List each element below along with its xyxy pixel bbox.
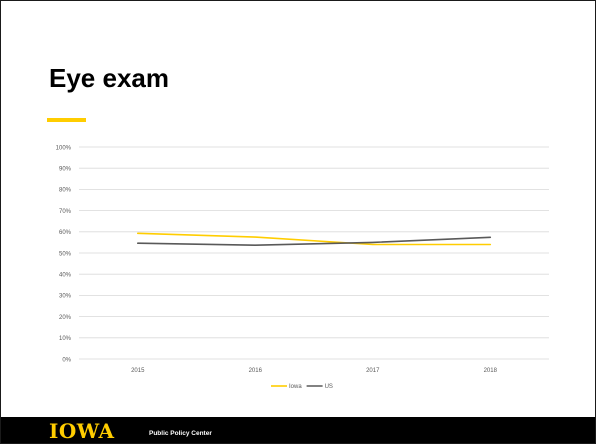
legend: Iowa US [271,384,333,390]
y-tick-label: 50% [59,251,72,257]
y-axis-tick-labels: 0% 10% 20% 30% 40% 50% 60% 70% 80% 90% 100% [56,145,72,363]
x-tick-label: 2017 [366,368,380,374]
series-line-us [137,236,492,246]
y-tick-label: 20% [59,315,72,321]
series-line-iowa [137,232,492,246]
gridlines [79,146,549,360]
title-accent-rule [47,118,86,122]
footer-bar: IOWA Public Policy Center [1,417,595,443]
y-tick-label: 0% [62,357,71,363]
line-chart: 0%10%20%30%40%50%60%70%80%90%100% 2015 20… [56,145,549,390]
y-tick-label: 90% [59,167,72,173]
x-tick-label: 2015 [131,368,145,374]
iowa-logo: IOWA [49,419,115,443]
x-tick-label: 2016 [249,368,263,374]
legend-label-us: US [325,384,333,390]
y-tick-label: 70% [59,209,72,215]
y-tick-label: 30% [59,294,72,300]
y-tick-label: 100% [56,145,72,151]
slide-title: Eye exam [49,63,169,93]
y-tick-label: 10% [59,336,72,342]
x-tick-label: 2018 [484,368,498,374]
y-tick-label: 60% [59,230,72,236]
y-tick-label: 80% [59,188,72,194]
footer-center-name: Public Policy Center [149,430,212,437]
y-tick-label: 40% [59,273,72,279]
legend-label-iowa: Iowa [289,384,302,390]
series-lines [137,232,492,246]
x-axis-tick-labels: 2015 2016 2017 2018 [131,368,498,374]
